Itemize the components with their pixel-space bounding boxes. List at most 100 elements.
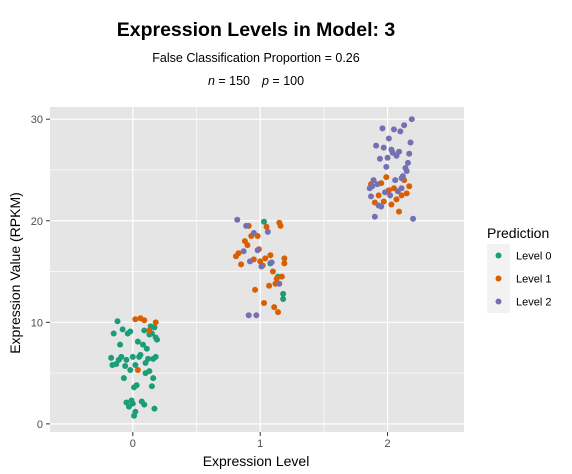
data-point xyxy=(390,126,397,133)
legend-swatch xyxy=(495,275,502,282)
data-point xyxy=(383,174,390,181)
data-point xyxy=(141,327,148,334)
p-symbol: p xyxy=(261,74,269,88)
data-point xyxy=(273,275,280,282)
data-point xyxy=(376,155,383,162)
data-point xyxy=(132,316,139,323)
n-symbol: n xyxy=(208,74,215,88)
data-point xyxy=(387,192,394,199)
data-point xyxy=(396,208,403,215)
data-point xyxy=(235,250,242,257)
data-point xyxy=(244,242,251,249)
data-point xyxy=(108,354,115,361)
data-point xyxy=(401,122,408,129)
data-point xyxy=(392,177,399,184)
data-point xyxy=(132,408,139,415)
data-point xyxy=(269,268,276,275)
data-point xyxy=(393,196,400,203)
data-point xyxy=(375,192,382,199)
y-tick-label: 0 xyxy=(37,419,43,431)
data-point xyxy=(403,190,410,197)
data-point xyxy=(250,229,257,236)
data-point xyxy=(385,135,392,142)
data-point xyxy=(380,144,387,151)
data-point xyxy=(380,198,387,205)
data-point xyxy=(404,159,411,166)
legend-label: Level 0 xyxy=(516,251,551,263)
data-point xyxy=(369,183,376,190)
y-tick-label: 20 xyxy=(31,216,43,228)
data-point xyxy=(384,154,391,161)
data-point xyxy=(132,361,139,368)
x-axis-ticks: 0 1 2 xyxy=(130,432,391,450)
data-point xyxy=(127,367,134,374)
data-point xyxy=(123,356,130,363)
data-point xyxy=(152,353,159,360)
legend-title: Prediction xyxy=(487,225,549,241)
data-point xyxy=(119,326,126,333)
data-point xyxy=(150,375,157,382)
legend-label: Level 1 xyxy=(516,274,551,286)
data-point xyxy=(406,150,413,157)
data-point xyxy=(120,375,127,382)
data-point xyxy=(378,203,385,210)
data-point xyxy=(154,336,161,343)
data-point xyxy=(122,362,129,369)
data-point xyxy=(276,280,283,287)
n-value: = 150 xyxy=(215,74,250,88)
data-point xyxy=(407,139,414,146)
data-point xyxy=(262,255,269,262)
data-point xyxy=(145,355,152,362)
x-tick-label: 1 xyxy=(257,438,263,450)
data-point xyxy=(110,330,117,337)
data-point xyxy=(281,255,288,262)
data-point xyxy=(133,382,140,389)
chart-subtitle: False Classification Proportion = 0.26 xyxy=(152,51,359,65)
y-axis-label: Expression Value (RPKM) xyxy=(7,192,23,354)
data-point xyxy=(114,318,121,325)
y-axis-ticks: 0 10 20 30 xyxy=(31,114,50,431)
data-point xyxy=(137,351,144,358)
data-point xyxy=(388,201,395,208)
data-point xyxy=(129,400,136,407)
data-point xyxy=(243,222,250,229)
data-point xyxy=(406,183,413,190)
p-value: = 100 xyxy=(269,74,304,88)
data-point xyxy=(383,163,390,170)
data-point xyxy=(398,175,405,182)
data-point xyxy=(261,300,268,307)
data-point xyxy=(258,263,265,270)
data-point xyxy=(403,167,410,174)
data-point xyxy=(370,177,377,184)
data-point xyxy=(371,213,378,220)
data-point xyxy=(397,128,404,135)
data-point xyxy=(252,286,259,293)
data-point xyxy=(253,312,260,319)
data-point xyxy=(281,260,288,267)
data-point xyxy=(368,193,375,200)
data-point xyxy=(234,216,241,223)
data-point xyxy=(246,258,253,265)
data-point xyxy=(118,353,125,360)
data-point xyxy=(141,317,148,324)
x-tick-label: 2 xyxy=(385,438,391,450)
data-point xyxy=(146,327,153,334)
data-point xyxy=(139,341,146,348)
data-point xyxy=(379,125,386,132)
data-point xyxy=(146,368,153,375)
legend: Prediction Level 0 Level 1 Level 2 xyxy=(487,225,551,313)
data-point xyxy=(151,405,158,412)
x-tick-label: 0 xyxy=(130,438,136,450)
data-point xyxy=(382,189,389,196)
data-point xyxy=(238,261,245,268)
data-point xyxy=(127,328,134,335)
data-point xyxy=(398,192,405,199)
data-point xyxy=(134,338,141,345)
y-tick-label: 30 xyxy=(31,114,43,126)
chart-title: Expression Levels in Model: 3 xyxy=(117,19,396,41)
data-point xyxy=(271,304,278,311)
x-axis-label: Expression Level xyxy=(203,453,310,469)
data-point xyxy=(254,247,261,254)
data-point xyxy=(263,223,270,230)
